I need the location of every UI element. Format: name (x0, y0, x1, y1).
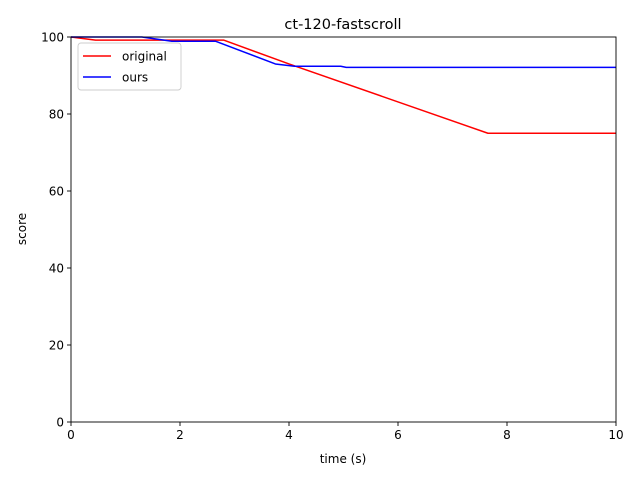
legend: original ours (77, 42, 182, 91)
x-axis-label: time (s) (320, 452, 367, 466)
x-tick-label: 10 (608, 428, 623, 442)
x-tick-label: 0 (67, 428, 75, 442)
plot-area (70, 36, 617, 423)
x-tick-label: 2 (176, 428, 184, 442)
x-tick-label: 4 (285, 428, 293, 442)
y-tick-label: 60 (49, 185, 64, 199)
legend-frame (77, 42, 182, 91)
y-tick-label: 20 (49, 339, 64, 353)
y-tick-label: 100 (41, 31, 64, 45)
series-line-original (70, 36, 616, 134)
x-tick-label: 6 (394, 428, 402, 442)
y-tick-label: 0 (56, 416, 64, 430)
legend-label-original: original (122, 50, 167, 64)
y-tick-label: 40 (49, 262, 64, 276)
x-tick-label: 8 (503, 428, 511, 442)
axes-frame (70, 36, 617, 423)
legend-label-ours: ours (122, 71, 148, 85)
y-tick-label: 80 (49, 108, 64, 122)
chart-title: ct-120-fastscroll (284, 17, 401, 33)
y-axis-label: score (15, 213, 29, 245)
series-line-ours (71, 36, 616, 69)
